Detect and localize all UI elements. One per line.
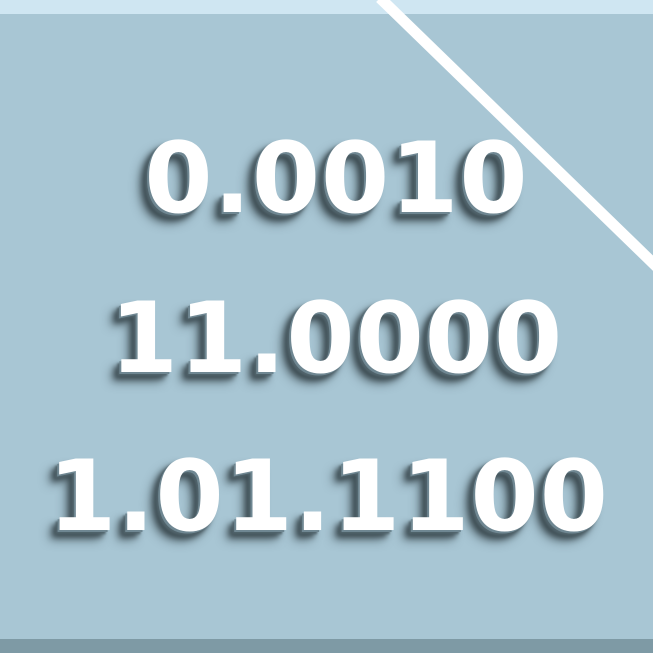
number-line-1: 0.0010 — [144, 122, 529, 236]
number-line-2: 11.0000 — [109, 282, 564, 396]
bottom-strip — [0, 639, 653, 653]
top-strip — [0, 0, 653, 14]
number-line-3: 1.01.1100 — [48, 440, 609, 554]
